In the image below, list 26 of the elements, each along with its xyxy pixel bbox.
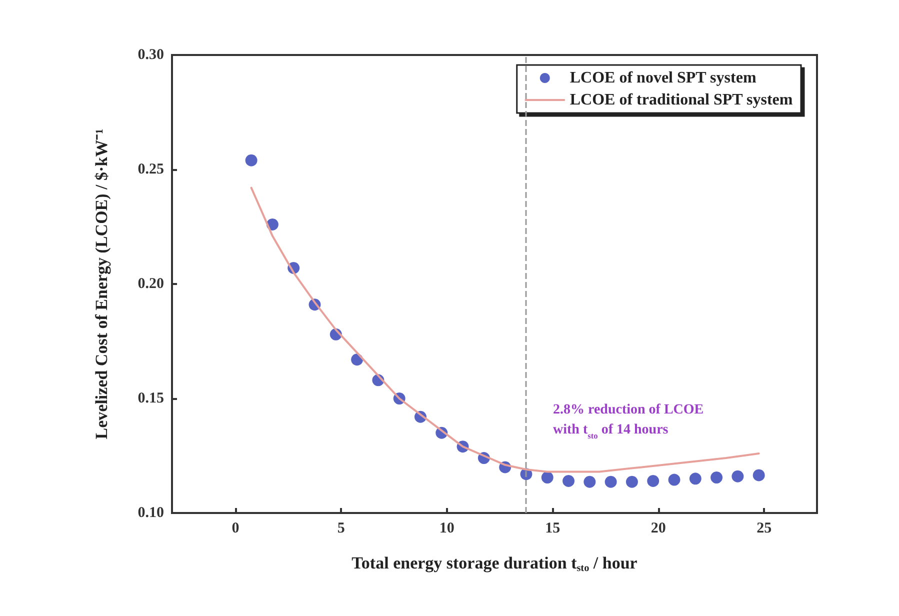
point bbox=[626, 476, 638, 488]
y-tick-label: 0.10 bbox=[138, 505, 164, 521]
x-tick-label: 0 bbox=[232, 520, 240, 536]
legend-label: LCOE of novel SPT system bbox=[570, 70, 757, 86]
x-tick-label: 20 bbox=[650, 520, 666, 536]
point bbox=[541, 472, 554, 484]
point bbox=[668, 474, 680, 486]
y-axis-title: Levelized Cost of Energy (LCOE) / $·kW⁻¹ bbox=[92, 128, 111, 440]
y-tick-label: 0.30 bbox=[138, 47, 164, 63]
y-tick-label: 0.25 bbox=[138, 162, 164, 178]
legend-label: LCOE of traditional SPT system bbox=[570, 92, 794, 108]
point bbox=[732, 470, 744, 482]
point bbox=[245, 154, 258, 166]
x-tick-label: 15 bbox=[545, 520, 560, 536]
y-tick-label: 0.15 bbox=[138, 390, 164, 406]
x-tick-label: 25 bbox=[756, 520, 772, 536]
point bbox=[562, 474, 575, 487]
point bbox=[647, 474, 660, 487]
point bbox=[689, 472, 702, 485]
y-tick-label: 0.20 bbox=[138, 276, 164, 292]
point bbox=[752, 469, 765, 482]
x-tick-label: 10 bbox=[439, 520, 454, 536]
point bbox=[710, 472, 723, 484]
point bbox=[604, 476, 617, 488]
x-tick-label: 5 bbox=[337, 520, 345, 536]
point bbox=[584, 476, 596, 488]
